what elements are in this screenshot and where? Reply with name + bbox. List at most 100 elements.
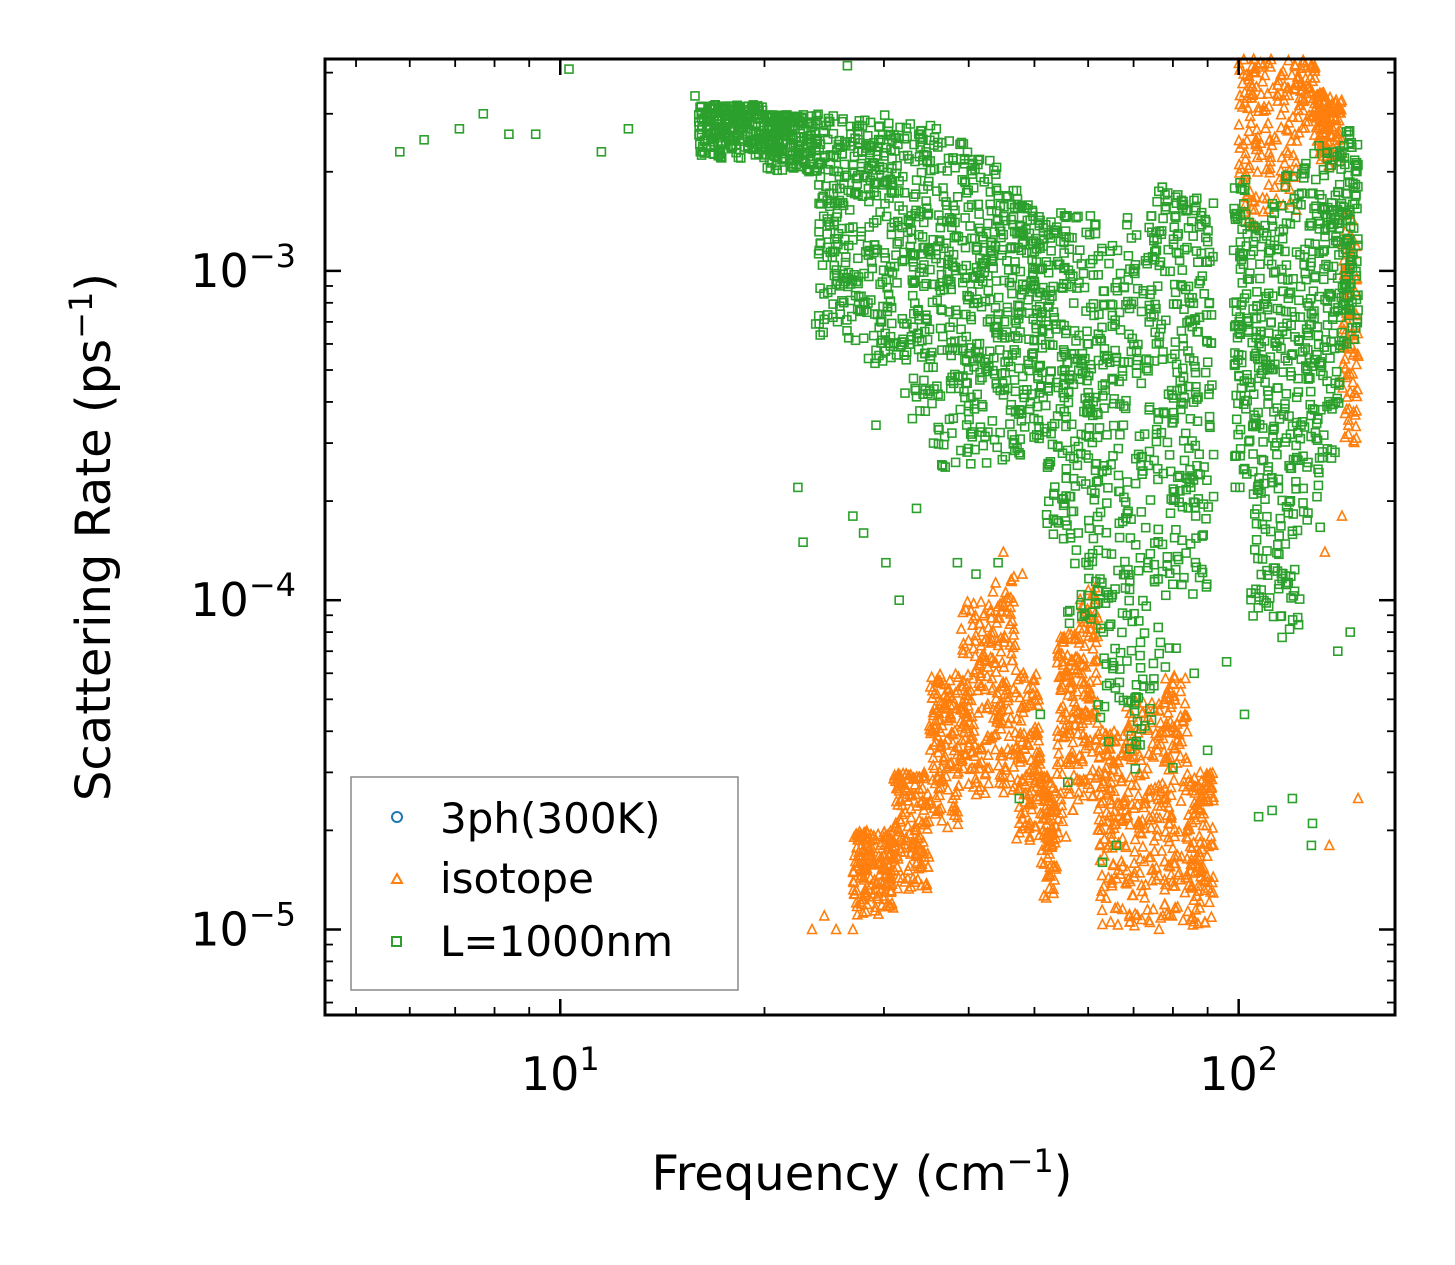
length-point: [1192, 193, 1202, 204]
length-point: [936, 163, 947, 173]
length-point: [1130, 763, 1141, 774]
length-point: [817, 193, 828, 203]
isotope-point: [1004, 600, 1017, 613]
length-point: [804, 134, 815, 144]
length-point: [1152, 281, 1163, 292]
length-point: [1076, 589, 1087, 600]
isotope-point: [1252, 100, 1265, 113]
length-point: [961, 188, 972, 198]
length-point: [1064, 491, 1075, 502]
isotope-point: [1305, 60, 1318, 73]
isotope-point: [987, 625, 1000, 638]
length-point: [996, 368, 1007, 379]
isotope-point: [1251, 165, 1264, 177]
isotope-point: [1260, 162, 1273, 175]
length-point: [1197, 531, 1207, 541]
isotope-point: [988, 728, 1001, 741]
isotope-point: [1102, 749, 1114, 761]
length-point: [1016, 289, 1027, 300]
length-point: [1124, 569, 1134, 580]
isotope-point: [1142, 913, 1155, 926]
length-point: [1092, 432, 1103, 443]
isotope-point: [1093, 749, 1106, 762]
length-point: [1235, 424, 1246, 435]
length-point: [1018, 236, 1029, 247]
length-point: [1109, 394, 1119, 404]
length-point: [1266, 317, 1276, 328]
length-point: [1084, 552, 1094, 563]
length-point: [795, 149, 805, 159]
length-point: [1251, 534, 1262, 545]
length-point: [911, 175, 922, 185]
length-point: [942, 266, 953, 277]
isotope-point: [1056, 814, 1069, 827]
length-point: [1299, 259, 1309, 270]
length-point: [1339, 153, 1350, 163]
length-point: [827, 252, 838, 262]
length-point: [1307, 404, 1318, 414]
length-point: [805, 148, 815, 158]
length-point: [1131, 453, 1141, 464]
length-point: [1183, 281, 1194, 292]
isotope-point: [908, 823, 921, 836]
isotope-point: [981, 701, 993, 713]
length-point: [1334, 380, 1344, 390]
length-point: [1114, 518, 1125, 529]
length-point: [1102, 498, 1112, 508]
length-point: [1126, 233, 1137, 243]
length-point: [1168, 407, 1179, 418]
length-point: [1007, 350, 1018, 360]
length-point: [1309, 148, 1319, 159]
length-point: [877, 180, 888, 190]
length-point: [1204, 411, 1215, 422]
length-point: [1196, 220, 1207, 230]
isotope-point: [1143, 746, 1155, 759]
isotope-point: [946, 691, 959, 704]
isotope-point: [1040, 870, 1053, 882]
isotope-point: [1159, 825, 1172, 837]
isotope-point: [1272, 89, 1284, 101]
length-point: [768, 144, 779, 155]
isotope-point: [874, 838, 887, 851]
length-point: [927, 398, 937, 409]
length-point: [1278, 409, 1289, 420]
isotope-point: [1348, 386, 1360, 399]
isotope-point: [1350, 404, 1363, 416]
length-point: [1045, 285, 1056, 296]
isotope-point: [1243, 124, 1255, 137]
length-point: [1268, 611, 1279, 622]
isotope-point: [1339, 430, 1351, 443]
length-point: [1061, 421, 1071, 432]
length-point: [1296, 188, 1307, 198]
isotope-point: [1237, 137, 1249, 149]
isotope-point: [1167, 762, 1179, 774]
isotope-point: [937, 751, 950, 763]
length-point: [897, 256, 908, 267]
length-point: [1043, 301, 1053, 312]
length-point: [1131, 679, 1142, 690]
length-point: [1322, 148, 1333, 159]
isotope-point: [918, 803, 930, 815]
isotope-point: [1065, 653, 1077, 665]
isotope-point: [1034, 806, 1047, 819]
length-point: [1191, 246, 1202, 256]
length-point: [952, 192, 963, 202]
length-point: [1168, 239, 1179, 250]
isotope-point: [1091, 716, 1104, 728]
length-point: [1066, 506, 1077, 517]
length-point: [931, 186, 942, 196]
length-point: [853, 190, 863, 200]
isotope-point: [952, 817, 964, 830]
isotope-point: [1184, 912, 1197, 925]
length-point: [975, 375, 985, 385]
length-point: [880, 346, 891, 357]
isotope-point: [1111, 900, 1124, 913]
length-point: [920, 313, 931, 324]
length-point: [1034, 361, 1044, 372]
length-point: [1275, 305, 1286, 316]
isotope-point: [1291, 134, 1303, 146]
isotope-point: [927, 708, 940, 721]
isotope-point: [1324, 103, 1336, 115]
isotope-point: [1189, 806, 1202, 819]
length-point: [1171, 524, 1181, 535]
